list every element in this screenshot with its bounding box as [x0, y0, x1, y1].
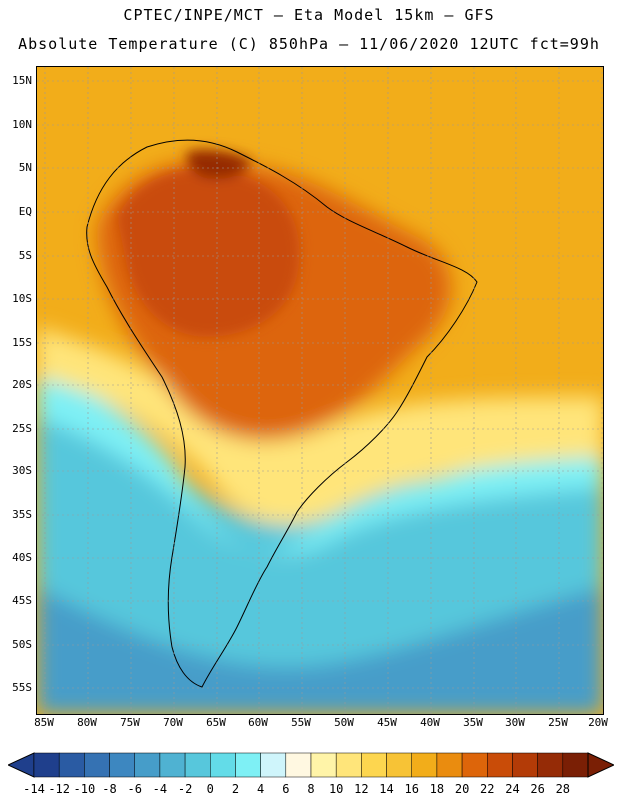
- lat-label: 15N: [12, 74, 32, 87]
- colorbar-label: -6: [127, 782, 142, 796]
- lon-label: 85W: [34, 716, 54, 729]
- colder-region: [37, 587, 603, 714]
- lon-label: 80W: [77, 716, 97, 729]
- colorbar-swatch: [537, 752, 564, 778]
- colorbar-max-arrow: [587, 752, 614, 778]
- colorbar-swatch: [285, 752, 312, 778]
- map-title-line1: CPTEC/INPE/MCT – Eta Model 15km – GFS: [123, 6, 495, 24]
- colorbar-swatch: [386, 752, 412, 778]
- colorbar-label: 8: [307, 782, 315, 796]
- lat-label: 10S: [12, 292, 32, 305]
- colorbar-swatch: [184, 752, 211, 778]
- colorbar-swatch: [109, 752, 135, 778]
- temperature-map: [36, 66, 604, 715]
- lon-label: 35W: [463, 716, 483, 729]
- colorbar-swatch: [411, 752, 438, 778]
- colorbar-label: 4: [257, 782, 265, 796]
- lon-label: 25W: [548, 716, 568, 729]
- lon-label: 55W: [291, 716, 311, 729]
- lon-label: 70W: [163, 716, 183, 729]
- colorbar-swatch: [260, 752, 287, 778]
- lat-label: 55S: [12, 681, 32, 694]
- lat-label: 25S: [12, 422, 32, 435]
- colorbar-swatch: [33, 752, 60, 778]
- colorbar-label: -14: [23, 782, 45, 796]
- colorbar-swatch: [512, 752, 538, 778]
- lat-label: EQ: [18, 205, 32, 218]
- lon-label: 50W: [334, 716, 354, 729]
- colorbar-swatch: [58, 752, 85, 778]
- colorbar: [8, 752, 614, 778]
- lat-label: 50S: [12, 638, 32, 651]
- continent-outline: [86, 139, 478, 688]
- colorbar-swatch: [562, 752, 589, 778]
- colorbar-swatch: [235, 752, 261, 778]
- lon-label: 75W: [120, 716, 140, 729]
- colorbar-swatch: [461, 752, 488, 778]
- lat-label: 15S: [12, 336, 32, 349]
- colorbar-label: -2: [177, 782, 193, 796]
- lat-label: 40S: [12, 551, 32, 564]
- colorbar-label: 26: [530, 782, 545, 796]
- colorbar-label: 16: [404, 782, 419, 796]
- hotter-region: [117, 169, 300, 337]
- colorbar-label: 22: [480, 782, 495, 796]
- lat-label: 45S: [12, 594, 32, 607]
- colorbar-swatch: [487, 752, 513, 778]
- lon-label: 45W: [377, 716, 397, 729]
- lon-label: 65W: [206, 716, 226, 729]
- colorbar-label: 12: [354, 782, 369, 796]
- hottest-region: [186, 150, 252, 179]
- lat-label: 5S: [18, 249, 32, 262]
- colorbar-label: -10: [73, 782, 96, 796]
- lon-label: 60W: [248, 716, 268, 729]
- lon-label: 40W: [420, 716, 440, 729]
- temperature-field: [37, 67, 603, 714]
- colorbar-label: 18: [429, 782, 445, 796]
- colorbar-label: 20: [454, 782, 470, 796]
- colorbar-label: 24: [505, 782, 520, 796]
- lat-label: 30S: [12, 464, 32, 477]
- lat-label: 10N: [12, 118, 32, 131]
- colorbar-label: 28: [555, 782, 571, 796]
- colorbar-swatch: [159, 752, 186, 778]
- colorbar-label: 2: [231, 782, 240, 796]
- lon-label: 30W: [505, 716, 525, 729]
- colorbar-swatch: [436, 752, 463, 778]
- colorbar-min-arrow: [8, 752, 35, 778]
- lat-label: 35S: [12, 508, 32, 521]
- colorbar-label: -12: [48, 782, 71, 796]
- colorbar-label: 0: [206, 782, 214, 796]
- colorbar-label: -4: [152, 782, 168, 796]
- colorbar-swatch: [134, 752, 161, 778]
- map-title-line2: Absolute Temperature (C) 850hPa – 11/06/…: [18, 35, 600, 53]
- colorbar-label: -8: [102, 782, 117, 796]
- lat-label: 20S: [12, 378, 32, 391]
- colorbar-swatch: [84, 752, 110, 778]
- colorbar-swatch: [361, 752, 387, 778]
- lat-label: 5N: [18, 161, 32, 174]
- lon-label: 20W: [588, 716, 608, 729]
- colorbar-swatch: [210, 752, 236, 778]
- colorbar-swatch: [335, 752, 362, 778]
- graticule: [37, 67, 603, 714]
- colorbar-label: 14: [379, 782, 394, 796]
- colorbar-label: 10: [328, 782, 344, 796]
- colorbar-swatch: [310, 752, 337, 778]
- cool-transition: [37, 367, 603, 555]
- colorbar-label: 6: [282, 782, 290, 796]
